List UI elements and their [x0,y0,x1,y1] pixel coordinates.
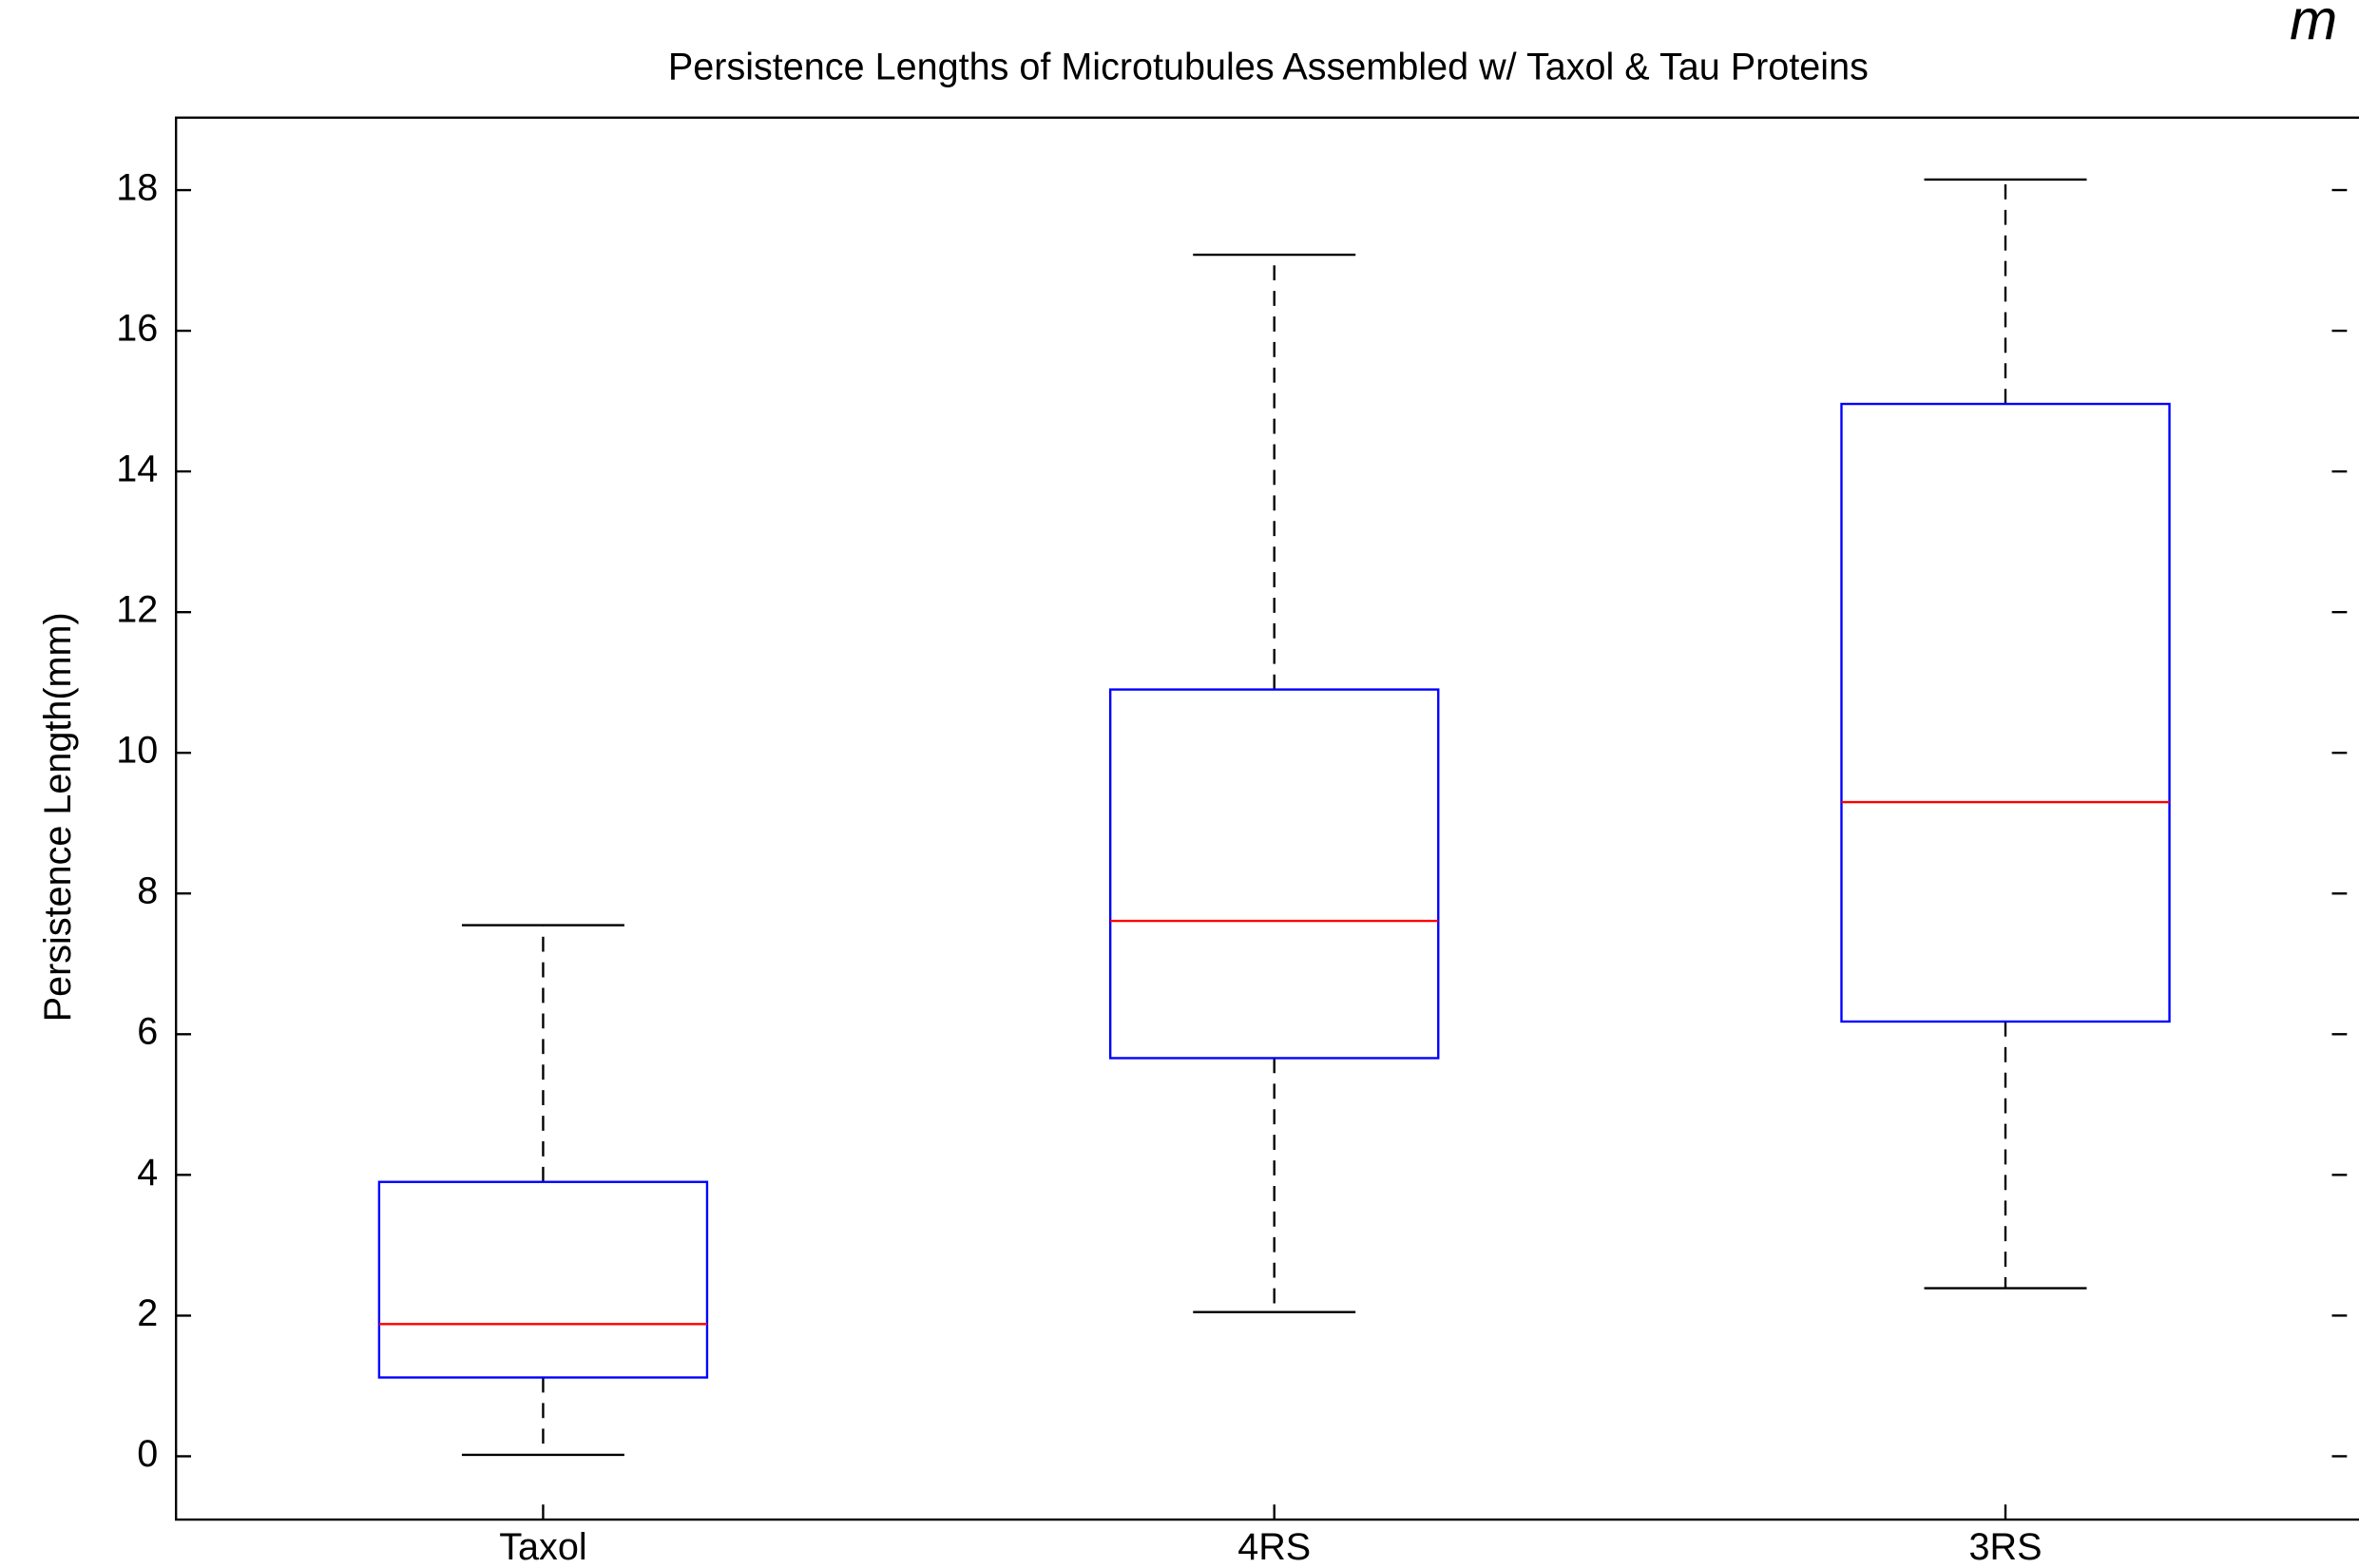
box [377,1180,709,1379]
y-tick-label: 0 [137,1433,158,1475]
y-tick-label: 18 [116,166,158,208]
y-tick-label: 2 [137,1292,158,1334]
y-axis-label: Persistence Length(mm) [37,612,79,1022]
x-tick-label: 3RS [1969,1526,2043,1568]
y-tick-label: 16 [116,308,158,350]
annotation: m [2290,0,2337,52]
box [1108,688,1440,1060]
y-tick-label: 12 [116,589,158,631]
y-tick-label: 6 [137,1011,158,1053]
plot-frame [175,116,2359,1521]
y-tick-label: 8 [137,870,158,912]
box [1840,402,2171,1023]
y-tick-label: 10 [116,730,158,772]
chart-title: Persistence Lengths of Microtubules Asse… [668,47,1869,88]
x-tick-label: Taxol [499,1526,586,1568]
y-tick-label: 14 [116,449,158,490]
x-tick-label: 4RS [1237,1526,1311,1568]
y-tick-label: 4 [137,1152,158,1194]
